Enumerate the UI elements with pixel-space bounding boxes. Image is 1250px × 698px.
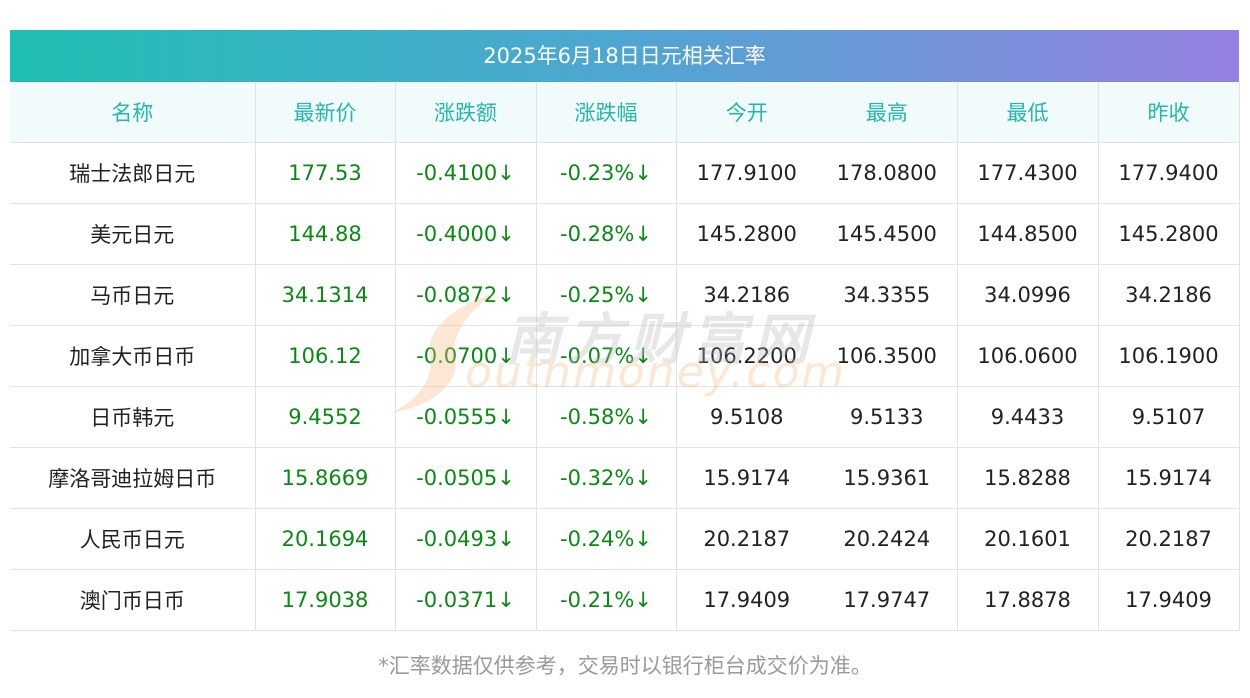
- col-header-low: 最低: [957, 82, 1099, 143]
- cell-change-pct: -0.07%↓: [536, 325, 677, 387]
- cell-name: 瑞士法郎日元: [10, 142, 256, 204]
- cell-change-pct: -0.28%↓: [536, 203, 677, 265]
- rates-table: 名称 最新价 涨跌额 涨跌幅 今开 最高 最低 昨收 瑞士法郎日元 177.53-…: [10, 82, 1240, 631]
- cell-change-pct: -0.58%↓: [536, 386, 677, 448]
- cell-low: 17.8878: [957, 569, 1099, 631]
- cell-high: 145.4500: [817, 203, 958, 265]
- col-header-change-pct: 涨跌幅: [536, 82, 677, 143]
- col-header-latest: 最新价: [255, 82, 396, 143]
- cell-change: -0.4000↓: [395, 203, 537, 265]
- cell-open: 9.5108: [676, 386, 817, 448]
- cell-change: -0.0505↓: [395, 447, 537, 509]
- cell-name: 加拿大币日币: [10, 325, 256, 387]
- cell-prev-close: 177.9400: [1098, 142, 1240, 204]
- cell-change-pct: -0.24%↓: [536, 508, 677, 570]
- cell-change-pct: -0.23%↓: [536, 142, 677, 204]
- cell-open: 20.2187: [676, 508, 817, 570]
- cell-latest: 34.1314: [255, 264, 396, 326]
- cell-open: 17.9409: [676, 569, 817, 631]
- cell-prev-close: 9.5107: [1098, 386, 1240, 448]
- cell-change-pct: -0.25%↓: [536, 264, 677, 326]
- cell-open: 34.2186: [676, 264, 817, 326]
- cell-low: 106.0600: [957, 325, 1099, 387]
- cell-high: 20.2424: [817, 508, 958, 570]
- cell-prev-close: 106.1900: [1098, 325, 1240, 387]
- table-row: 摩洛哥迪拉姆日币 15.8669 -0.0505↓ -0.32%↓ 15.9174 15.…: [10, 447, 1240, 509]
- cell-low: 15.8288: [957, 447, 1099, 509]
- cell-prev-close: 34.2186: [1098, 264, 1240, 326]
- cell-latest: 106.12: [255, 325, 396, 387]
- table-row: 瑞士法郎日元 177.53 -0.4100↓ -0.23%↓ 177.9100 178.0…: [10, 142, 1240, 204]
- table-row: 人民币日元 20.1694 -0.0493↓ -0.24%↓ 20.2187 20.242…: [10, 508, 1240, 570]
- cell-prev-close: 15.9174: [1098, 447, 1240, 509]
- cell-prev-close: 17.9409: [1098, 569, 1240, 631]
- footnote: *汇率数据仅供参考，交易时以银行柜台成交价为准。: [378, 654, 872, 678]
- cell-change: -0.0493↓: [395, 508, 537, 570]
- cell-high: 15.9361: [817, 447, 958, 509]
- cell-change: -0.0872↓: [395, 264, 537, 326]
- cell-low: 34.0996: [957, 264, 1099, 326]
- cell-change: -0.4100↓: [395, 142, 537, 204]
- cell-open: 145.2800: [676, 203, 817, 265]
- header-row: 名称 最新价 涨跌额 涨跌幅 今开 最高 最低 昨收: [10, 82, 1240, 143]
- cell-open: 106.2200: [676, 325, 817, 387]
- cell-latest: 15.8669: [255, 447, 396, 509]
- cell-name: 澳门币日币: [10, 569, 256, 631]
- cell-high: 9.5133: [817, 386, 958, 448]
- cell-change: -0.0700↓: [395, 325, 537, 387]
- cell-change: -0.0555↓: [395, 386, 537, 448]
- cell-prev-close: 20.2187: [1098, 508, 1240, 570]
- cell-high: 34.3355: [817, 264, 958, 326]
- cell-name: 摩洛哥迪拉姆日币: [10, 447, 256, 509]
- cell-low: 9.4433: [957, 386, 1099, 448]
- cell-latest: 20.1694: [255, 508, 396, 570]
- cell-latest: 144.88: [255, 203, 396, 265]
- col-header-open: 今开: [676, 82, 817, 143]
- cell-name: 马币日元: [10, 264, 256, 326]
- table-row: 马币日元 34.1314 -0.0872↓ -0.25%↓ 34.2186 34.3355…: [10, 264, 1240, 326]
- cell-change: -0.0371↓: [395, 569, 537, 631]
- col-header-name: 名称: [10, 82, 256, 143]
- table-title: 2025年6月18日日元相关汇率: [10, 30, 1239, 82]
- table-row: 澳门币日币 17.9038 -0.0371↓ -0.21%↓ 17.9409 17.974…: [10, 569, 1240, 631]
- cell-high: 106.3500: [817, 325, 958, 387]
- col-header-change: 涨跌额: [395, 82, 537, 143]
- col-header-prev-close: 昨收: [1098, 82, 1240, 143]
- cell-high: 178.0800: [817, 142, 958, 204]
- cell-name: 美元日元: [10, 203, 256, 265]
- cell-latest: 177.53: [255, 142, 396, 204]
- cell-name: 日币韩元: [10, 386, 256, 448]
- cell-open: 177.9100: [676, 142, 817, 204]
- table-row: 日币韩元 9.4552 -0.0555↓ -0.58%↓ 9.5108 9.5133 9.4…: [10, 386, 1240, 448]
- rates-table-body: 瑞士法郎日元 177.53 -0.4100↓ -0.23%↓ 177.9100 178.0…: [10, 142, 1240, 631]
- rate-card: 2025年6月18日日元相关汇率 名称 最新价 涨跌额 涨跌幅 今开 最高 最低…: [10, 30, 1240, 631]
- cell-change-pct: -0.21%↓: [536, 569, 677, 631]
- table-row: 美元日元 144.88 -0.4000↓ -0.28%↓ 145.2800 145.450…: [10, 203, 1240, 265]
- cell-latest: 17.9038: [255, 569, 396, 631]
- cell-low: 177.4300: [957, 142, 1099, 204]
- cell-high: 17.9747: [817, 569, 958, 631]
- cell-prev-close: 145.2800: [1098, 203, 1240, 265]
- cell-open: 15.9174: [676, 447, 817, 509]
- cell-change-pct: -0.32%↓: [536, 447, 677, 509]
- col-header-high: 最高: [817, 82, 958, 143]
- cell-name: 人民币日元: [10, 508, 256, 570]
- table-row: 加拿大币日币 106.12 -0.0700↓ -0.07%↓ 106.2200 106.3…: [10, 325, 1240, 387]
- cell-low: 144.8500: [957, 203, 1099, 265]
- cell-low: 20.1601: [957, 508, 1099, 570]
- cell-latest: 9.4552: [255, 386, 396, 448]
